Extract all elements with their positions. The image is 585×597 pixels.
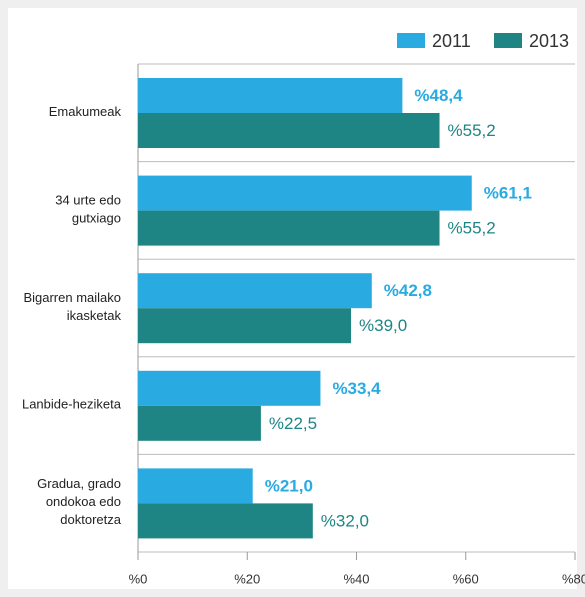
- bar: [138, 175, 472, 211]
- bar: [138, 468, 253, 504]
- value-label: %48,4: [414, 86, 463, 105]
- category-label: Emakumeak: [49, 104, 122, 119]
- bar: [138, 370, 321, 406]
- category-label: Bigarren mailako ikasketak: [23, 290, 121, 323]
- value-label: %61,1: [484, 184, 532, 203]
- x-tick-label: %20: [234, 571, 260, 586]
- x-tick-label: %80: [562, 571, 585, 586]
- category-label: Lanbide-heziketa: [22, 397, 122, 412]
- value-label: %55,2: [448, 219, 496, 238]
- legend-label: 2011: [432, 31, 471, 51]
- bar: [138, 273, 372, 309]
- value-label: %22,5: [269, 414, 317, 433]
- value-label: %55,2: [448, 121, 496, 140]
- value-label: %42,8: [384, 281, 432, 300]
- x-tick-label: %40: [343, 571, 369, 586]
- bar: [138, 113, 440, 148]
- legend-swatch: [494, 33, 522, 48]
- bar: [138, 308, 352, 344]
- x-tick-label: %60: [453, 571, 479, 586]
- legend-label: 2013: [529, 31, 569, 51]
- legend-swatch: [397, 33, 425, 48]
- bar: [138, 503, 313, 539]
- bar: [138, 210, 440, 246]
- value-label: %32,0: [321, 511, 369, 530]
- category-label: Gradua, grado ondokoa edo doktoretza: [37, 477, 122, 528]
- category-label: 34 urte edo gutxiago: [55, 193, 121, 226]
- value-label: %33,4: [332, 379, 381, 398]
- x-tick-label: %0: [129, 571, 148, 586]
- value-label: %39,0: [359, 316, 407, 335]
- value-label: %21,0: [265, 476, 313, 495]
- bar: [138, 405, 261, 441]
- bar: [138, 78, 403, 113]
